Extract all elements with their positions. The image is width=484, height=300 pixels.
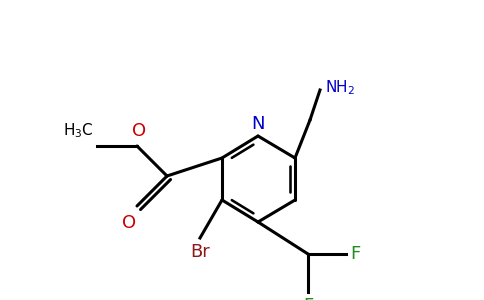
Text: F: F xyxy=(350,245,360,263)
Text: F: F xyxy=(303,297,313,300)
Text: N: N xyxy=(251,115,265,133)
Text: O: O xyxy=(132,122,146,140)
Text: Br: Br xyxy=(190,243,210,261)
Text: O: O xyxy=(122,214,136,232)
Text: NH$_2$: NH$_2$ xyxy=(325,79,355,97)
Text: H$_3$C: H$_3$C xyxy=(63,121,94,140)
